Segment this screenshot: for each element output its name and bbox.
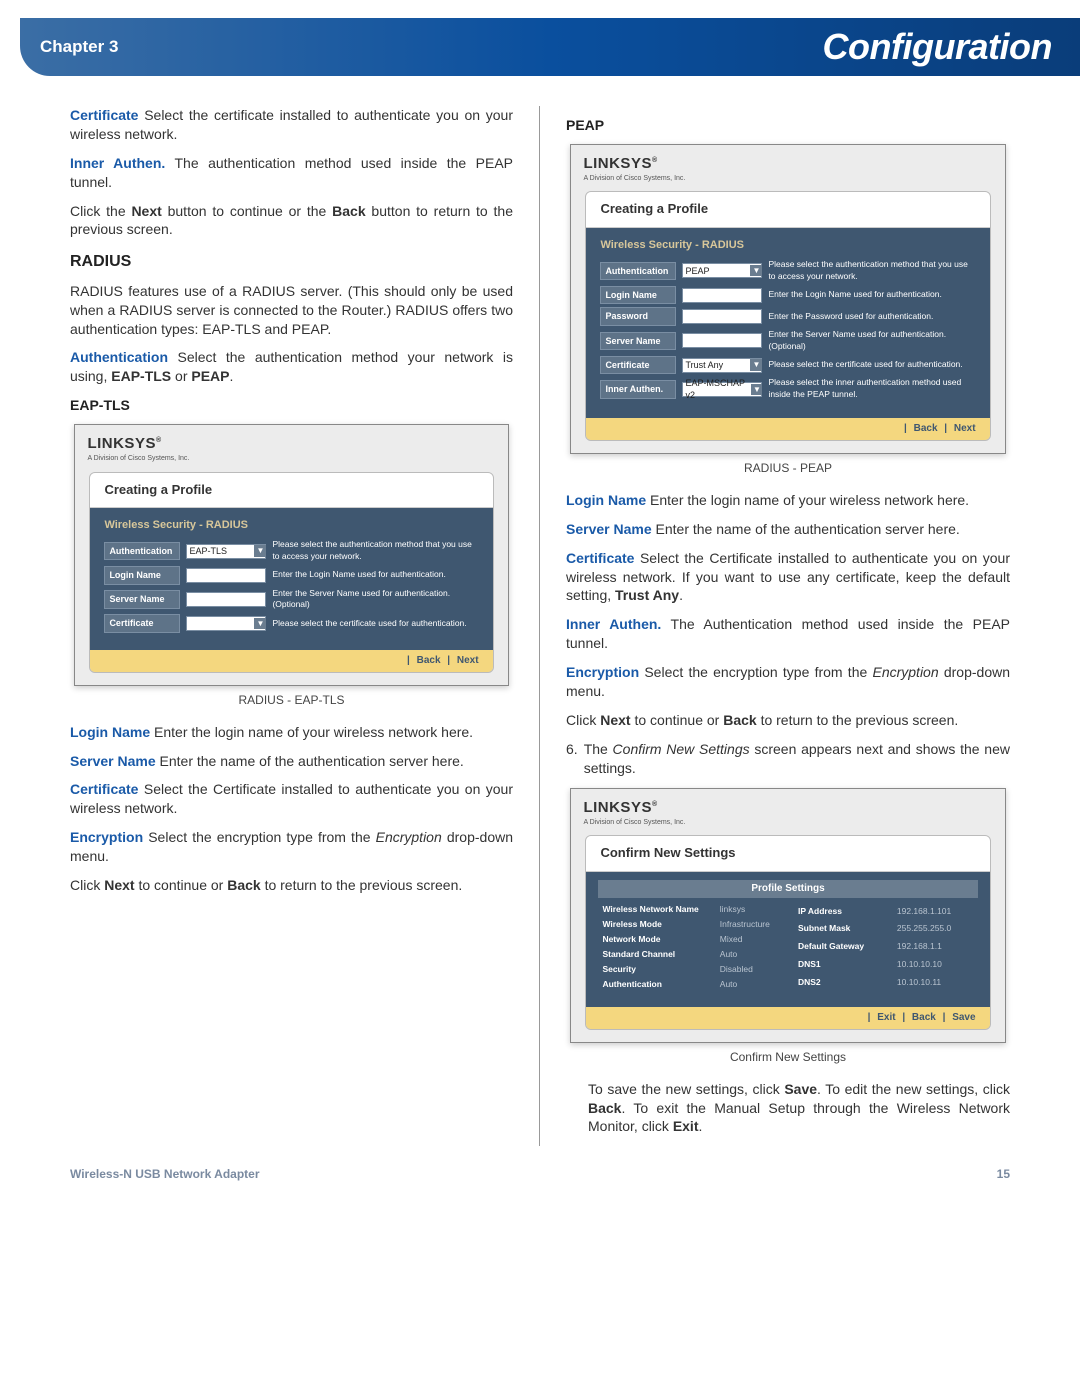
next-button[interactable]: Next bbox=[457, 655, 479, 666]
para: Server Name Enter the name of the authen… bbox=[566, 520, 1010, 539]
select-authentication[interactable]: PEAP▼ bbox=[682, 263, 762, 278]
term-authentication: Authentication bbox=[70, 349, 168, 365]
caption-eaptls: RADIUS - EAP-TLS bbox=[70, 692, 513, 709]
section-label: Wireless Security - RADIUS bbox=[600, 238, 975, 253]
field-label: Server Name bbox=[104, 590, 180, 609]
page-footer: Wireless-N USB Network Adapter 15 bbox=[0, 1156, 1080, 1203]
button-bar: | Back | Next bbox=[90, 650, 492, 672]
settings-table-left: Wireless Network NamelinksysWireless Mod… bbox=[598, 902, 782, 993]
field-label: Certificate bbox=[600, 356, 676, 375]
para: Login Name Enter the login name of your … bbox=[566, 491, 1010, 510]
right-column: PEAP LINKSYS®A Division of Cisco Systems… bbox=[540, 106, 1010, 1146]
para: To save the new settings, click Save. To… bbox=[566, 1080, 1010, 1137]
chevron-down-icon: ▼ bbox=[750, 265, 762, 276]
para: Inner Authen. The authentication method … bbox=[70, 154, 513, 192]
caption-peap: RADIUS - PEAP bbox=[566, 460, 1010, 477]
para: Inner Authen. The Authentication method … bbox=[566, 615, 1010, 653]
input-loginname[interactable] bbox=[682, 288, 762, 303]
para: Click Next to continue or Back to return… bbox=[70, 876, 513, 895]
select-authentication[interactable]: EAP-TLS▼ bbox=[186, 544, 266, 559]
page-title: Configuration bbox=[823, 22, 1052, 72]
exit-button[interactable]: Exit bbox=[877, 1012, 895, 1023]
chevron-down-icon: ▼ bbox=[254, 618, 266, 629]
para: Authentication Select the authentication… bbox=[70, 348, 513, 386]
dialog-peap: LINKSYS®A Division of Cisco Systems, Inc… bbox=[570, 144, 1005, 455]
panel-title: Confirm New Settings bbox=[586, 836, 989, 871]
field-hint: Enter the Login Name used for authentica… bbox=[768, 289, 975, 301]
para: Encryption Select the encryption type fr… bbox=[70, 828, 513, 866]
input-servername[interactable] bbox=[186, 592, 266, 607]
para: Certificate Select the certificate insta… bbox=[70, 106, 513, 144]
para: Login Name Enter the login name of your … bbox=[70, 723, 513, 742]
panel-title: Creating a Profile bbox=[90, 473, 492, 508]
page-header: Chapter 3 Configuration bbox=[20, 18, 1080, 76]
field-label: Certificate bbox=[104, 614, 180, 633]
field-hint: Please select the certificate used for a… bbox=[768, 359, 975, 371]
select-innerauthen[interactable]: EAP-MSCHAP v2▼ bbox=[682, 382, 762, 397]
brand-logo: LINKSYS® bbox=[583, 153, 992, 174]
dialog-eaptls: LINKSYS®A Division of Cisco Systems, Inc… bbox=[74, 424, 508, 686]
section-label: Wireless Security - RADIUS bbox=[104, 518, 478, 533]
button-bar: | Back | Next bbox=[586, 418, 989, 440]
heading-peap: PEAP bbox=[566, 116, 1010, 136]
dialog-confirm: LINKSYS®A Division of Cisco Systems, Inc… bbox=[570, 788, 1005, 1043]
para: Click the Next button to continue or the… bbox=[70, 202, 513, 240]
brand-logo: LINKSYS® bbox=[87, 433, 495, 454]
field-label: Password bbox=[600, 307, 676, 326]
left-column: Certificate Select the certificate insta… bbox=[70, 106, 540, 1146]
back-button[interactable]: Back bbox=[914, 423, 938, 434]
field-label: Server Name bbox=[600, 332, 676, 351]
select-certificate[interactable]: Trust Any▼ bbox=[682, 358, 762, 373]
caption-confirm: Confirm New Settings bbox=[566, 1049, 1010, 1066]
input-loginname[interactable] bbox=[186, 568, 266, 583]
back-button[interactable]: Back bbox=[417, 655, 441, 666]
field-hint: Enter the Password used for authenticati… bbox=[768, 311, 975, 323]
field-label: Authentication bbox=[104, 542, 180, 561]
chapter-label: Chapter 3 bbox=[40, 35, 118, 59]
page-number: 15 bbox=[997, 1166, 1010, 1183]
settings-table-right: IP Address192.168.1.101Subnet Mask255.25… bbox=[794, 902, 978, 993]
para: Encryption Select the encryption type fr… bbox=[566, 663, 1010, 701]
next-button[interactable]: Next bbox=[954, 423, 976, 434]
back-button[interactable]: Back bbox=[912, 1012, 936, 1023]
section-label: Profile Settings bbox=[598, 880, 977, 898]
chevron-down-icon: ▼ bbox=[750, 359, 762, 370]
para: Certificate Select the Certificate insta… bbox=[70, 780, 513, 818]
field-hint: Enter the Login Name used for authentica… bbox=[272, 569, 478, 581]
term-certificate: Certificate bbox=[70, 107, 138, 123]
field-hint: Please select the inner authentication m… bbox=[768, 377, 975, 401]
field-hint: Please select the authentication method … bbox=[272, 539, 478, 563]
input-password[interactable] bbox=[682, 309, 762, 324]
select-certificate[interactable]: ▼ bbox=[186, 616, 266, 631]
para: Server Name Enter the name of the authen… bbox=[70, 752, 513, 771]
heading-eaptls: EAP-TLS bbox=[70, 396, 513, 416]
save-button[interactable]: Save bbox=[952, 1012, 975, 1023]
field-hint: Enter the Server Name used for authentic… bbox=[272, 588, 478, 612]
para: Certificate Select the Certificate insta… bbox=[566, 549, 1010, 606]
field-hint: Enter the Server Name used for authentic… bbox=[768, 329, 975, 353]
chevron-down-icon: ▼ bbox=[751, 384, 762, 395]
content-columns: Certificate Select the certificate insta… bbox=[0, 76, 1080, 1156]
chevron-down-icon: ▼ bbox=[254, 545, 266, 556]
product-name: Wireless-N USB Network Adapter bbox=[70, 1166, 260, 1183]
brand-logo: LINKSYS® bbox=[583, 797, 992, 818]
button-bar: | Exit | Back | Save bbox=[586, 1007, 989, 1029]
field-hint: Please select the certificate used for a… bbox=[272, 618, 478, 630]
heading-radius: RADIUS bbox=[70, 251, 513, 273]
para: 6.The Confirm New Settings screen appear… bbox=[566, 740, 1010, 778]
field-label: Login Name bbox=[104, 566, 180, 585]
para: RADIUS features use of a RADIUS server. … bbox=[70, 282, 513, 339]
para: Click Next to continue or Back to return… bbox=[566, 711, 1010, 730]
input-servername[interactable] bbox=[682, 333, 762, 348]
field-label: Login Name bbox=[600, 286, 676, 305]
field-hint: Please select the authentication method … bbox=[768, 259, 975, 283]
panel-title: Creating a Profile bbox=[586, 192, 989, 227]
field-label: Inner Authen. bbox=[600, 380, 676, 399]
term-inner-authen: Inner Authen. bbox=[70, 155, 165, 171]
field-label: Authentication bbox=[600, 262, 676, 281]
